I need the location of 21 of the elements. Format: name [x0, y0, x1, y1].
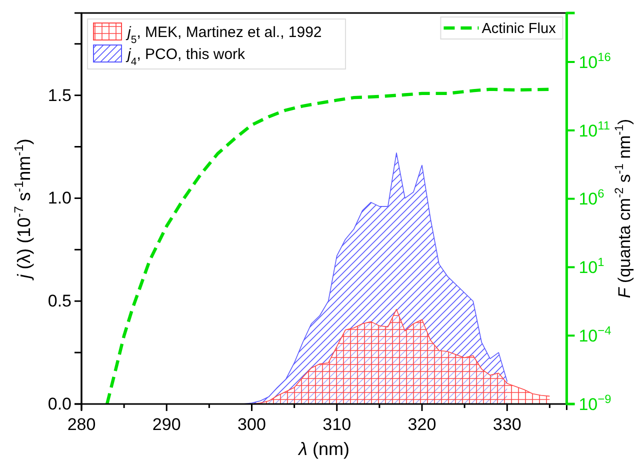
x-tick-label: 280	[67, 415, 96, 434]
legend-label: j$_{5}$, MEK, Martinez et al., 1992	[126, 24, 322, 46]
y-tick-label: 0.5	[48, 292, 72, 311]
line-series	[105, 88, 552, 406]
y2-tick-label: 10$^{6}$	[578, 186, 605, 209]
x-tick-label: 300	[238, 415, 266, 434]
x-tick-label: 330	[492, 415, 522, 434]
y2-tick-label: 10$^{1}$	[578, 255, 605, 278]
y2-tick-label: 10$^{−9}$	[578, 392, 612, 414]
y-tick-label: 1.5	[48, 86, 72, 105]
x-tick-label: 320	[408, 415, 436, 434]
x-tick-label: 290	[152, 415, 181, 434]
legend-label: j$_{4}$, PCO, this work	[126, 46, 246, 68]
y-tick-label: 0.0	[48, 394, 72, 414]
legend-label: Actinic Flux	[482, 21, 557, 37]
y2-tick-label: 10$^{−4}$	[578, 324, 612, 346]
x-axis-title: λ (nm)	[298, 439, 350, 459]
y2-tick-label: 10$^{16}$	[578, 50, 612, 72]
y2-tick-label: 10$^{11}$	[578, 118, 610, 140]
x-tick-label: 310	[322, 415, 352, 434]
y-tick-label: 1.0	[48, 188, 72, 208]
